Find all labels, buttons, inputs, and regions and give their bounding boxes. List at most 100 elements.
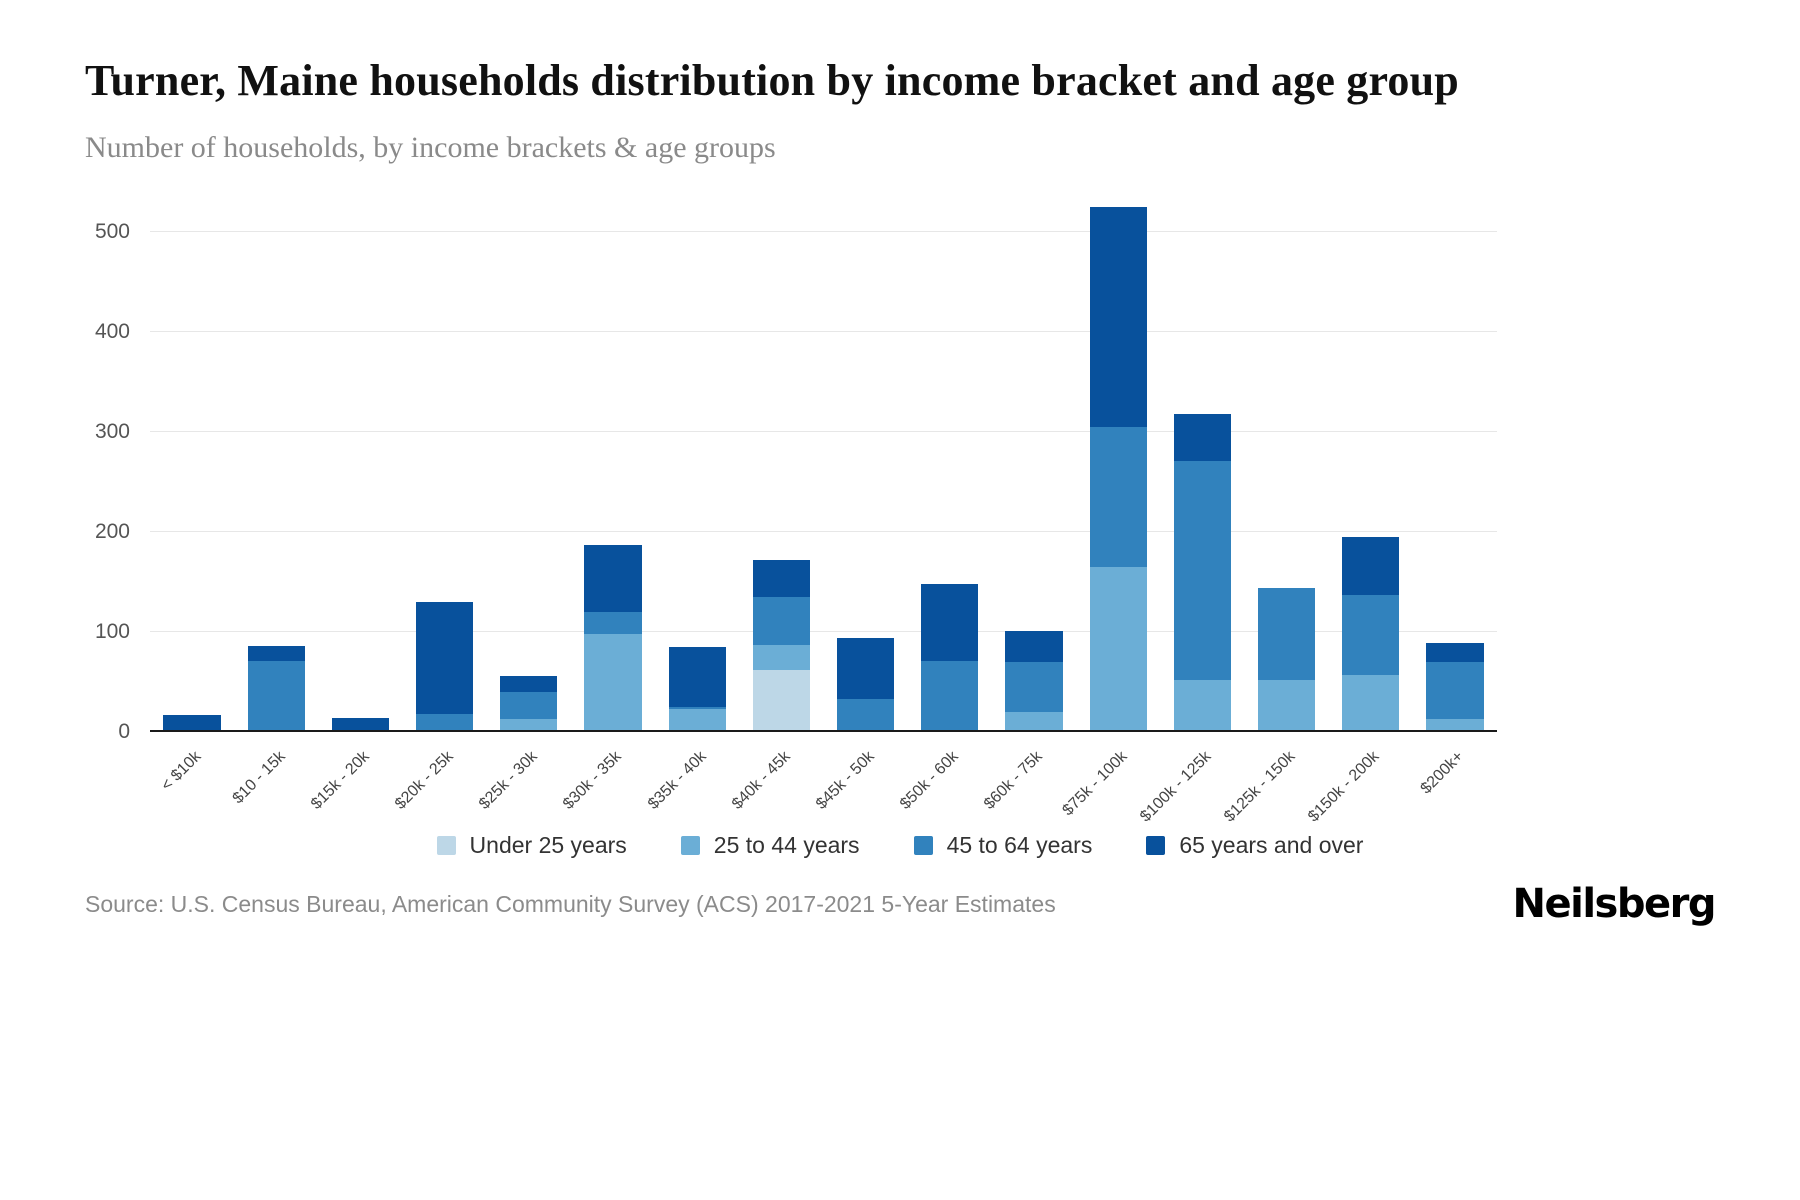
x-tick-label: $15k - 20k xyxy=(307,748,373,814)
chart-area: 0 100 200 300 400 500 < $10k $10 - 15k $15k - 2… xyxy=(0,207,1800,859)
bar-slot xyxy=(739,207,823,733)
x-tick-slot: $35k - 40k xyxy=(644,732,739,828)
bar-segment xyxy=(247,646,305,662)
bar-segment xyxy=(1005,712,1063,733)
x-tick-label: $60k - 75k xyxy=(981,748,1046,814)
bar-slot xyxy=(992,207,1076,733)
bar-slot xyxy=(234,207,318,733)
bar-$25k - 30k xyxy=(500,676,558,733)
bar-segment xyxy=(1257,588,1316,681)
y-tick-label: 0 xyxy=(118,720,130,744)
bar-segment xyxy=(163,715,221,733)
y-tick-label: 300 xyxy=(94,420,130,444)
bar-$100k - 125k xyxy=(1173,414,1231,733)
bar-slot xyxy=(150,207,234,733)
bar-segment xyxy=(416,602,474,715)
bar-segment xyxy=(500,676,558,693)
chart-header: Turner, Maine households distribution by… xyxy=(0,0,1800,165)
bar-slot xyxy=(1413,207,1497,733)
bar-segment xyxy=(921,584,979,662)
bar-segment xyxy=(752,670,811,733)
bar-$10 - 15k xyxy=(247,646,305,733)
gridline xyxy=(150,231,1497,233)
bar-segment xyxy=(1342,537,1400,596)
legend-label: 45 to 64 years xyxy=(946,832,1093,859)
bar-$150k - 200k xyxy=(1342,537,1400,733)
x-tick-label: $25k - 30k xyxy=(476,748,541,814)
bar-$35k - 40k xyxy=(668,647,726,733)
gridline xyxy=(150,631,1497,633)
bar-segment xyxy=(921,661,979,733)
bar-slot xyxy=(1160,207,1244,733)
bar-segment xyxy=(752,645,811,671)
x-tick-label: $10 - 15k xyxy=(229,748,289,808)
x-tick-slot: $40k - 45k xyxy=(729,732,823,828)
bar-segment xyxy=(1426,719,1484,733)
chart-footer: Source: U.S. Census Bureau, American Com… xyxy=(0,859,1800,927)
bar-$40k - 45k xyxy=(752,560,811,733)
bar-$75k - 100k xyxy=(1089,207,1147,733)
y-tick-label: 500 xyxy=(94,220,130,244)
legend-swatch-icon xyxy=(436,836,456,856)
x-tick-label: < $10k xyxy=(157,748,205,795)
bar-segment xyxy=(1342,595,1400,676)
bars-row xyxy=(150,207,1497,733)
x-tick-label: $50k - 60k xyxy=(896,748,962,814)
bar-segment xyxy=(836,699,895,733)
y-tick-label: 400 xyxy=(94,320,130,344)
bar-$30k - 35k xyxy=(584,545,642,733)
bar-$125k - 150k xyxy=(1257,588,1316,733)
x-tick-slot: $25k - 30k xyxy=(476,732,571,828)
bar-$50k - 60k xyxy=(921,584,979,733)
x-tick-label: $30k - 35k xyxy=(560,748,626,814)
bar-segment xyxy=(584,634,642,733)
bar-segment xyxy=(1426,643,1484,663)
x-axis: < $10k $10 - 15k $15k - 20k $20k - 25k $25k … xyxy=(150,732,1497,828)
source-text: Source: U.S. Census Bureau, American Com… xyxy=(85,890,1056,917)
x-tick-slot: $150k - 200k xyxy=(1305,732,1413,828)
bar-$60k - 75k xyxy=(1005,631,1063,733)
bar-slot xyxy=(824,207,908,733)
gridline xyxy=(150,531,1497,533)
bar-slot xyxy=(318,207,402,733)
chart-title: Turner, Maine households distribution by… xyxy=(85,56,1459,105)
x-tick-slot: $10 - 15k xyxy=(229,732,318,828)
x-tick-slot: $30k - 35k xyxy=(560,732,655,828)
bar-segment xyxy=(1089,207,1147,428)
bar-segment xyxy=(668,709,726,733)
x-tick-slot: $45k - 50k xyxy=(813,732,908,828)
bar-segment xyxy=(584,545,642,613)
legend-label: 25 to 44 years xyxy=(713,832,860,859)
x-tick-label: $20k - 25k xyxy=(391,748,457,814)
bar-segment xyxy=(1173,414,1231,462)
bar-slot xyxy=(403,207,487,733)
bar-segment xyxy=(1342,675,1400,733)
bar-segment xyxy=(1173,461,1231,681)
x-tick-slot: $200k+ xyxy=(1413,732,1497,828)
bar-segment xyxy=(1005,631,1063,663)
plot-area: 0 100 200 300 400 500 xyxy=(95,207,1497,743)
bar-segment xyxy=(668,707,726,710)
legend-label: 65 years and over xyxy=(1179,832,1364,859)
bar-segment xyxy=(500,692,558,720)
legend-swatch-icon xyxy=(1146,836,1166,856)
bar-segment xyxy=(752,560,811,598)
x-tick-slot: $20k - 25k xyxy=(392,732,487,828)
bar-segment xyxy=(1173,680,1231,733)
x-tick-slot: $50k - 60k xyxy=(897,732,992,828)
bar-slot xyxy=(1329,207,1413,733)
bar-segment xyxy=(1089,567,1147,733)
bar-< $10k xyxy=(163,715,221,733)
x-tick-label: $200k+ xyxy=(1417,748,1467,798)
y-tick-label: 100 xyxy=(94,620,130,644)
gridline xyxy=(150,331,1497,333)
legend-swatch-icon xyxy=(913,836,933,856)
bar-slot xyxy=(487,207,571,733)
legend-item: 25 to 44 years xyxy=(680,832,860,859)
bar-slot xyxy=(1076,207,1160,733)
y-tick-label: 200 xyxy=(94,520,130,544)
bar-$15k - 20k xyxy=(331,718,390,733)
x-tick-slot: < $10k xyxy=(150,732,234,828)
bar-slot xyxy=(571,207,655,733)
legend: Under 25 years 25 to 44 years 45 to 64 yea… xyxy=(0,832,1800,859)
